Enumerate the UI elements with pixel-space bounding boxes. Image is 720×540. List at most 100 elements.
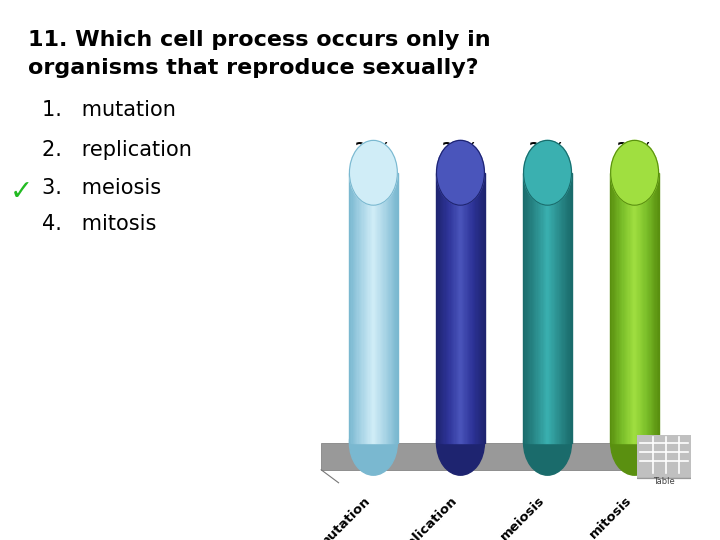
Bar bbox=[374, 173, 376, 443]
Bar bbox=[540, 173, 541, 443]
Text: 2.   replication: 2. replication bbox=[42, 140, 192, 160]
Bar bbox=[383, 173, 384, 443]
Bar bbox=[361, 173, 362, 443]
Bar bbox=[437, 173, 438, 443]
Bar bbox=[479, 173, 480, 443]
Bar bbox=[625, 173, 626, 443]
Bar bbox=[624, 173, 625, 443]
Bar bbox=[438, 173, 440, 443]
Bar bbox=[367, 173, 369, 443]
Bar bbox=[611, 173, 613, 443]
Bar bbox=[452, 173, 453, 443]
Bar bbox=[468, 173, 469, 443]
Bar bbox=[382, 173, 383, 443]
Bar bbox=[610, 173, 611, 443]
Bar bbox=[378, 173, 379, 443]
Bar bbox=[364, 173, 365, 443]
Bar bbox=[648, 173, 649, 443]
Bar bbox=[350, 173, 351, 443]
Bar bbox=[388, 173, 390, 443]
Text: Table: Table bbox=[653, 477, 675, 487]
Bar bbox=[539, 173, 540, 443]
Bar bbox=[642, 173, 643, 443]
Bar bbox=[453, 173, 454, 443]
Bar bbox=[543, 173, 544, 443]
Bar bbox=[559, 173, 561, 443]
Bar bbox=[547, 173, 549, 443]
Bar bbox=[654, 173, 655, 443]
Bar bbox=[440, 173, 441, 443]
Bar bbox=[480, 173, 482, 443]
Bar bbox=[384, 173, 386, 443]
Bar bbox=[354, 173, 355, 443]
Ellipse shape bbox=[611, 140, 659, 205]
Bar bbox=[482, 173, 484, 443]
Bar bbox=[618, 173, 620, 443]
Bar bbox=[456, 173, 458, 443]
Bar bbox=[555, 173, 556, 443]
Bar bbox=[534, 173, 535, 443]
Bar bbox=[376, 173, 377, 443]
Bar bbox=[371, 173, 372, 443]
Bar bbox=[472, 173, 473, 443]
Bar bbox=[535, 173, 536, 443]
Bar bbox=[464, 173, 465, 443]
Bar bbox=[617, 173, 618, 443]
Bar bbox=[393, 173, 395, 443]
Bar bbox=[531, 173, 533, 443]
Text: 3.   meiosis: 3. meiosis bbox=[42, 178, 161, 198]
Bar bbox=[545, 173, 546, 443]
Bar bbox=[615, 173, 616, 443]
Bar bbox=[470, 173, 472, 443]
Bar bbox=[469, 173, 470, 443]
Bar bbox=[557, 173, 559, 443]
Bar bbox=[556, 173, 557, 443]
Bar bbox=[442, 173, 444, 443]
Bar bbox=[379, 173, 381, 443]
Bar bbox=[477, 173, 479, 443]
Ellipse shape bbox=[349, 410, 397, 475]
Bar bbox=[441, 173, 442, 443]
Bar bbox=[523, 173, 524, 443]
Bar bbox=[536, 173, 538, 443]
Bar bbox=[357, 173, 359, 443]
Bar bbox=[465, 173, 467, 443]
Bar bbox=[639, 173, 641, 443]
Bar bbox=[355, 173, 356, 443]
Bar bbox=[571, 173, 572, 443]
Bar bbox=[353, 173, 354, 443]
Bar bbox=[562, 173, 564, 443]
Text: ✓: ✓ bbox=[10, 178, 33, 206]
Ellipse shape bbox=[611, 410, 659, 475]
Bar bbox=[448, 173, 449, 443]
Bar bbox=[561, 173, 562, 443]
Bar bbox=[390, 173, 392, 443]
Bar bbox=[652, 173, 653, 443]
Text: 25%: 25% bbox=[355, 141, 392, 157]
Text: 25%: 25% bbox=[442, 141, 479, 157]
Bar bbox=[647, 173, 648, 443]
Bar bbox=[397, 173, 398, 443]
Text: 25%: 25% bbox=[529, 141, 566, 157]
Bar bbox=[369, 173, 371, 443]
Bar bbox=[549, 173, 550, 443]
Bar bbox=[651, 173, 652, 443]
Bar bbox=[658, 173, 660, 443]
Bar bbox=[467, 173, 468, 443]
Bar bbox=[655, 173, 657, 443]
Bar bbox=[387, 173, 388, 443]
Bar bbox=[559, 173, 560, 443]
Ellipse shape bbox=[436, 140, 485, 205]
Bar bbox=[538, 173, 539, 443]
Text: 25%: 25% bbox=[616, 141, 653, 157]
Bar bbox=[620, 173, 621, 443]
Bar bbox=[546, 173, 547, 443]
Bar bbox=[372, 173, 374, 443]
Bar bbox=[473, 173, 474, 443]
Bar bbox=[626, 173, 627, 443]
Text: 4.   mitosis: 4. mitosis bbox=[42, 214, 156, 234]
Bar bbox=[637, 173, 639, 443]
Bar bbox=[449, 173, 451, 443]
Bar bbox=[643, 173, 644, 443]
Bar bbox=[541, 173, 543, 443]
